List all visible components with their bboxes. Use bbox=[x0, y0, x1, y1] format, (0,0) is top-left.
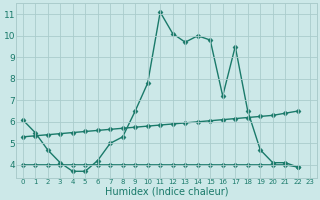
X-axis label: Humidex (Indice chaleur): Humidex (Indice chaleur) bbox=[105, 187, 228, 197]
